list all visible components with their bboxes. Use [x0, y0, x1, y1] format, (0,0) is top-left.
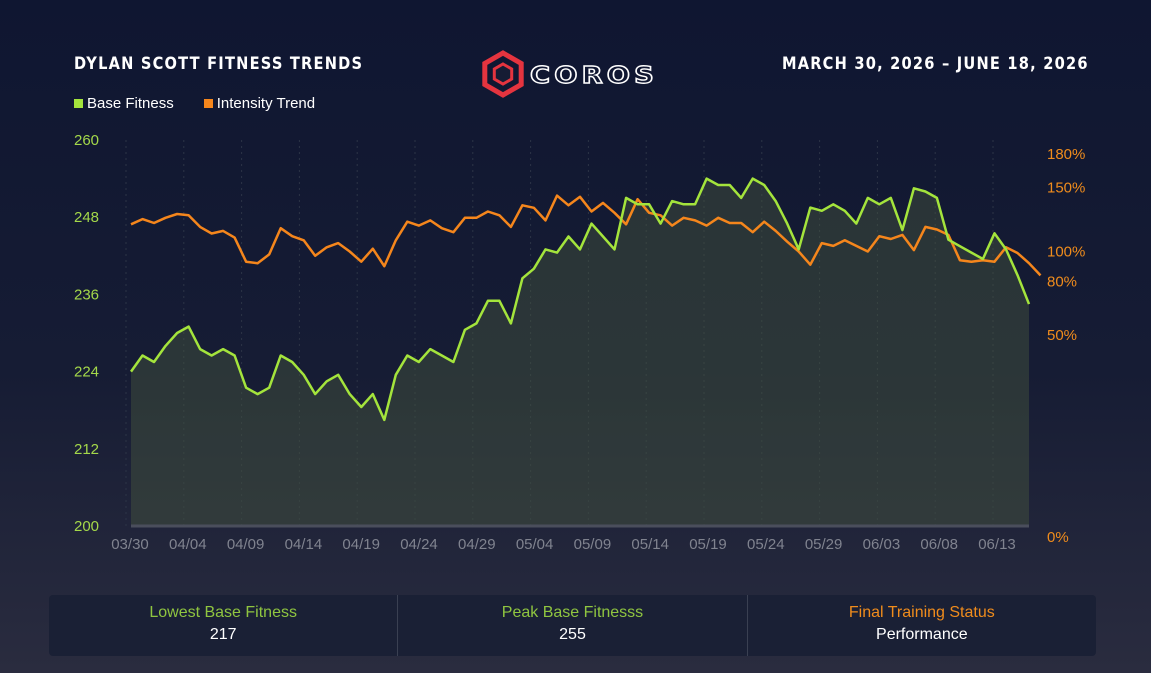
x-axis-tick-label: 06/03	[863, 536, 901, 553]
x-axis-tick-label: 04/09	[227, 536, 265, 553]
right-axis-tick-label: 0%	[1047, 529, 1069, 546]
legend-swatch	[74, 99, 83, 108]
base-fitness-line	[129, 177, 1031, 422]
right-axis-tick-label: 100%	[1047, 244, 1085, 261]
x-axis-tick-label: 05/24	[747, 536, 785, 553]
stat-value: Performance	[876, 626, 968, 643]
stat-label: Final Training Status	[848, 604, 995, 621]
x-axis-tick-label: 05/14	[631, 536, 669, 553]
stat-lowest-base-fitness: Lowest Base Fitness 217	[49, 595, 397, 656]
x-axis-tick-label: 05/29	[805, 536, 843, 553]
intensity-trend-line	[130, 194, 1042, 277]
left-axis-tick-label: 260	[74, 132, 99, 149]
x-axis-tick-label: 06/13	[978, 536, 1016, 553]
legend-label: Base Fitness	[87, 95, 174, 112]
x-axis-tick-label: 04/29	[458, 536, 496, 553]
stat-final-training-status: Final Training Status Performance	[746, 595, 1096, 656]
coros-logo-text: COROS	[530, 63, 658, 89]
legend-item-intensity-trend: Intensity Trend	[203, 95, 316, 112]
left-axis-tick-label: 224	[74, 364, 99, 381]
x-axis-tick-label: 05/04	[516, 536, 554, 553]
left-axis-tick-label: 236	[74, 286, 99, 303]
x-axis-tick-label: 05/19	[689, 536, 727, 553]
left-axis-tick-label: 200	[74, 518, 99, 535]
right-axis-tick-label: 50%	[1047, 327, 1077, 344]
legend-item-base-fitness: Base Fitness	[74, 95, 174, 112]
stat-label: Lowest Base Fitness	[149, 604, 297, 621]
stats-bar: Lowest Base Fitness 217 Peak Base Fitnes…	[49, 595, 1096, 656]
x-axis-tick-label: 03/30	[111, 536, 149, 553]
legend-label: Intensity Trend	[216, 95, 316, 112]
coros-logo: COROS	[482, 50, 658, 98]
stat-value: 217	[209, 626, 237, 643]
legend-swatch	[203, 99, 213, 108]
fitness-trend-chart: 200 212 224 236 248 260 0% 50% 80% 100% 150% 180% 03…	[74, 132, 1085, 553]
x-axis-tick-label: 06/08	[920, 536, 958, 553]
page-title: DYLAN SCOTT FITNESS TRENDS	[74, 54, 364, 74]
chart-legend: Base Fitness Intensity Trend	[74, 95, 315, 112]
right-axis-tick-label: 80%	[1047, 274, 1077, 291]
base-fitness-area	[131, 178, 1029, 526]
right-axis-tick-label: 180%	[1047, 146, 1085, 163]
right-axis-tick-label: 150%	[1047, 179, 1085, 196]
stat-label: Peak Base Fitnesss	[501, 604, 644, 621]
stat-peak-base-fitness: Peak Base Fitnesss 255	[397, 595, 746, 656]
x-axis-tick-label: 04/04	[169, 536, 207, 553]
left-axis-tick-label: 248	[74, 209, 99, 226]
x-axis-tick-label: 04/24	[400, 536, 438, 553]
x-axis-tick-label: 05/09	[574, 536, 612, 553]
coros-logo-mark	[482, 50, 524, 98]
date-range: MARCH 30, 2026 – JUNE 18, 2026	[782, 54, 1089, 74]
x-axis-tick-label: 04/14	[285, 536, 323, 553]
x-axis-tick-label: 04/19	[342, 536, 380, 553]
left-axis-tick-label: 212	[74, 441, 99, 458]
stat-value: 255	[559, 626, 586, 643]
